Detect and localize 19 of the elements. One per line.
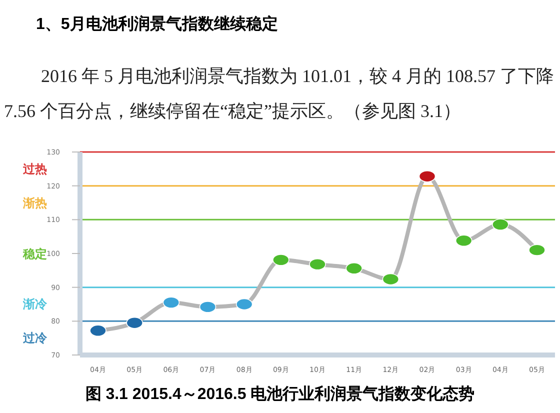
point [272, 254, 290, 266]
ref-line-label: 渐热 [22, 194, 47, 211]
point [382, 273, 400, 286]
point [126, 316, 143, 329]
ref-line-label: 稳定 [22, 246, 47, 262]
point [528, 244, 546, 256]
chart-title: 1、5月电池利润景气指数继续稳定 [36, 15, 278, 35]
point [455, 234, 472, 247]
ref-line-label: 渐冷 [22, 296, 47, 312]
point [418, 170, 436, 182]
ref-line-label: 过热 [22, 160, 47, 177]
ref-line-label: 过冷 [22, 330, 47, 346]
chart-subtitle: 2016 年 5 月电池利润景气指数为 101.01，较 4 月的 108.57 了下降 7.56 个百分点，继续停留在“稳定”提示区。（参见图 3.1） [4, 65, 555, 123]
point [346, 262, 362, 274]
caption: 图 3.1 2015.4～2016.5 电池行业利润景气指数变化态势 [84, 385, 476, 405]
point [492, 218, 509, 230]
point [236, 298, 253, 310]
point [309, 258, 326, 270]
point [90, 324, 106, 337]
